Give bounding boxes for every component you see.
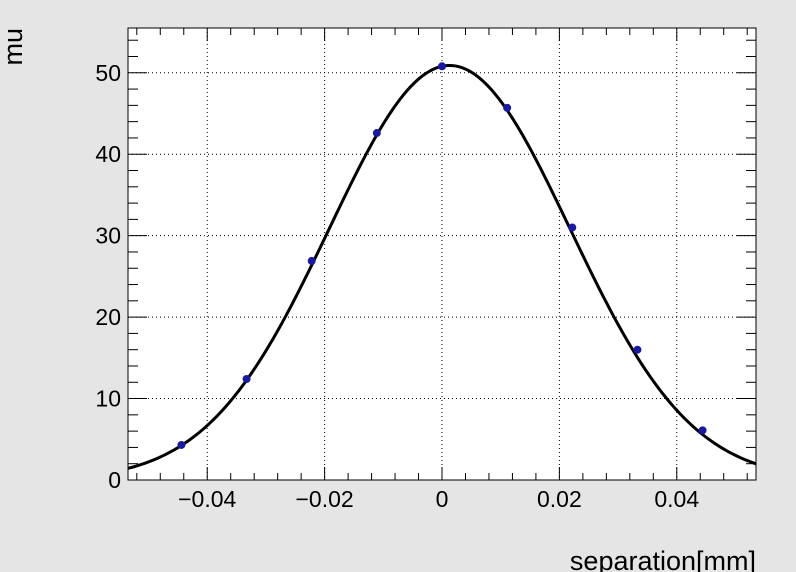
data-point bbox=[503, 103, 512, 112]
data-point bbox=[307, 256, 316, 265]
x-axis-label: separation[mm] bbox=[570, 546, 756, 572]
data-point bbox=[177, 440, 186, 449]
data-points bbox=[177, 62, 707, 449]
y-tick-label: 30 bbox=[95, 223, 121, 249]
y-tick-label: 20 bbox=[95, 304, 121, 330]
y-tick-label: 40 bbox=[95, 141, 121, 167]
data-point bbox=[633, 345, 642, 354]
tick-labels: −0.04 −0.02 0 0.02 0.04 0 10 20 30 40 50 bbox=[95, 60, 699, 512]
data-point bbox=[568, 223, 577, 232]
data-point bbox=[438, 62, 446, 71]
x-tick-label: 0.04 bbox=[654, 486, 699, 512]
x-tick-label: 0.02 bbox=[537, 486, 582, 512]
y-tick-label: 0 bbox=[108, 467, 121, 493]
data-point bbox=[698, 426, 707, 435]
axis-ticks bbox=[128, 28, 756, 481]
x-tick-label: 0 bbox=[436, 486, 449, 512]
x-tick-label: −0.02 bbox=[296, 486, 354, 512]
data-point bbox=[242, 375, 251, 384]
x-tick-label: −0.04 bbox=[178, 486, 236, 512]
y-axis-label: mu bbox=[0, 28, 28, 66]
y-tick-label: 10 bbox=[95, 386, 121, 412]
data-point bbox=[372, 129, 381, 138]
y-tick-label: 50 bbox=[95, 60, 121, 86]
